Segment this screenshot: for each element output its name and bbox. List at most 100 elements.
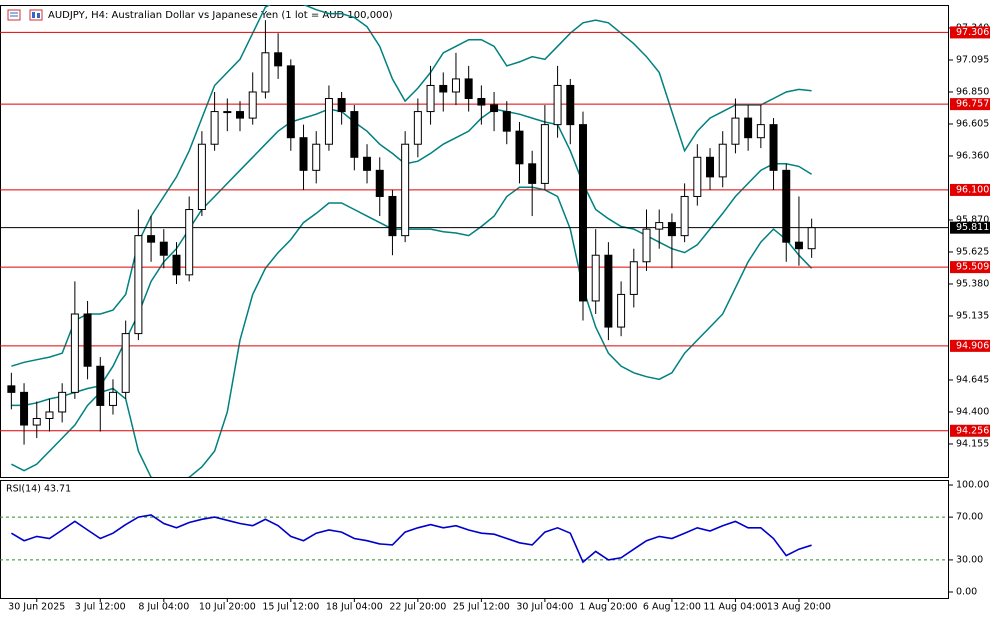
x-tick-label: 30 Jul 04:00 — [516, 602, 573, 613]
candle-body — [680, 195, 689, 237]
level-label: 95.509 — [956, 262, 989, 273]
y-tick-label: 95.870 — [956, 214, 989, 225]
y-tick-label: 94.155 — [956, 438, 989, 449]
level-label: 97.306 — [956, 27, 989, 38]
y-tick-label: 30.00 — [956, 554, 983, 565]
rsi-panel — [0, 480, 949, 599]
chart-title: AUDJPY, H4: Australian Dollar vs Japanes… — [48, 10, 393, 21]
candle-body — [769, 124, 778, 171]
y-tick-label: 95.135 — [956, 310, 989, 321]
candle-body — [274, 52, 283, 67]
candle-body — [464, 78, 473, 100]
candle-body — [388, 195, 397, 237]
candle-body — [718, 143, 727, 178]
candle-body — [45, 411, 54, 419]
level-label: 94.256 — [956, 425, 989, 436]
candle-body — [83, 313, 92, 367]
candle-body — [693, 156, 702, 197]
x-tick-label: 13 Aug 20:00 — [767, 602, 831, 613]
candle-body — [58, 391, 67, 413]
icon-bar — [32, 12, 35, 18]
axes: 97.34097.09596.85096.60596.36095.87095.6… — [6, 22, 990, 613]
candle-body — [401, 143, 410, 237]
level-label-bg — [950, 98, 990, 111]
candle-body — [7, 385, 16, 393]
rsi-title: RSI(14) 43.71 — [6, 484, 71, 495]
candle-body — [197, 143, 206, 211]
band-upper — [11, 5, 812, 367]
candle-body — [502, 111, 511, 132]
x-tick-label: 10 Jul 20:00 — [199, 602, 256, 613]
candle-body — [96, 365, 105, 406]
candle-body — [121, 333, 130, 393]
level-label-bg — [950, 424, 990, 437]
candle-body — [134, 235, 143, 335]
icon — [29, 9, 43, 21]
candle-body — [642, 228, 651, 263]
y-tick-label: 94.645 — [956, 374, 989, 385]
candle-body — [515, 130, 524, 165]
candle-body — [70, 313, 79, 393]
candle-body — [540, 124, 549, 184]
candle-body — [756, 124, 765, 139]
candle-body — [439, 84, 448, 93]
candle-body — [210, 111, 219, 145]
candle-body — [553, 84, 562, 126]
icon-bar — [37, 13, 40, 18]
candle-body — [490, 104, 499, 113]
candle-body — [324, 98, 333, 145]
y-tick-label: 100.00 — [956, 480, 989, 491]
candle-body — [782, 169, 791, 243]
candle-body — [477, 98, 486, 106]
y-tick-label: 96.360 — [956, 150, 989, 161]
band-middle — [11, 108, 812, 407]
candle-body — [286, 65, 295, 139]
level-label-bg — [950, 339, 990, 352]
candle-body — [578, 124, 587, 302]
candle-body — [451, 78, 460, 93]
candle-body — [350, 111, 359, 158]
candle-body — [591, 254, 600, 302]
candle-body — [32, 417, 41, 426]
header-icons — [7, 9, 43, 21]
candle-body — [706, 156, 715, 178]
candle-body — [159, 241, 168, 256]
x-tick-label: 6 Aug 12:00 — [643, 602, 701, 613]
last-price-label: 95.811 — [956, 222, 989, 233]
candle-body — [604, 254, 613, 328]
level-label: 96.100 — [956, 184, 989, 195]
y-tick-label: 96.850 — [956, 86, 989, 97]
candle-body — [566, 84, 575, 126]
candle-body — [617, 293, 626, 328]
level-label-bg — [950, 183, 990, 196]
candle-body — [337, 98, 346, 113]
candle-body — [655, 222, 664, 230]
y-tick-label: 96.605 — [956, 118, 989, 129]
x-tick-label: 25 Jul 12:00 — [453, 602, 510, 613]
band-lower — [11, 186, 813, 477]
y-tick-label: 94.400 — [956, 406, 989, 417]
candle-body — [375, 169, 384, 197]
candle-body — [185, 209, 194, 276]
y-tick-label: 95.380 — [956, 278, 989, 289]
y-tick-label: 95.625 — [956, 246, 989, 257]
candle-body — [744, 117, 753, 139]
level-label: 94.906 — [956, 340, 989, 351]
x-tick-label: 3 Jul 12:00 — [75, 602, 126, 613]
candle-body — [794, 241, 803, 250]
main-plot — [0, 5, 948, 477]
candle-body — [731, 117, 740, 145]
candle-body — [413, 111, 422, 145]
level-label-bg — [950, 26, 990, 39]
rsi-plot — [0, 514, 948, 564]
last-price-label-bg — [950, 221, 990, 234]
y-tick-label: 97.095 — [956, 54, 989, 65]
candle-body — [312, 143, 321, 171]
x-tick-label: 18 Jul 04:00 — [326, 602, 383, 613]
candle-body — [426, 84, 435, 113]
candle-body — [299, 137, 308, 171]
x-tick-label: 30 Jun 2025 — [8, 602, 65, 613]
y-tick-label: 70.00 — [956, 512, 983, 523]
